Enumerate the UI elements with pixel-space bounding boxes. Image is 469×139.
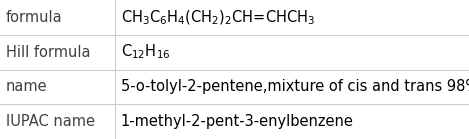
Text: Hill formula: Hill formula bbox=[6, 45, 90, 60]
Text: 1-methyl-2-pent-3-enylbenzene: 1-methyl-2-pent-3-enylbenzene bbox=[121, 114, 354, 129]
Text: formula: formula bbox=[6, 10, 62, 25]
Text: name: name bbox=[6, 79, 47, 94]
Text: IUPAC name: IUPAC name bbox=[6, 114, 95, 129]
Text: CH$_3$C$_6$H$_4$(CH$_2$)$_2$CH=CHCH$_3$: CH$_3$C$_6$H$_4$(CH$_2$)$_2$CH=CHCH$_3$ bbox=[121, 8, 315, 27]
Text: C$_{12}$H$_{16}$: C$_{12}$H$_{16}$ bbox=[121, 43, 170, 61]
Text: 5-o-tolyl-2-pentene,mixture of cis and trans 98%: 5-o-tolyl-2-pentene,mixture of cis and t… bbox=[121, 79, 469, 94]
